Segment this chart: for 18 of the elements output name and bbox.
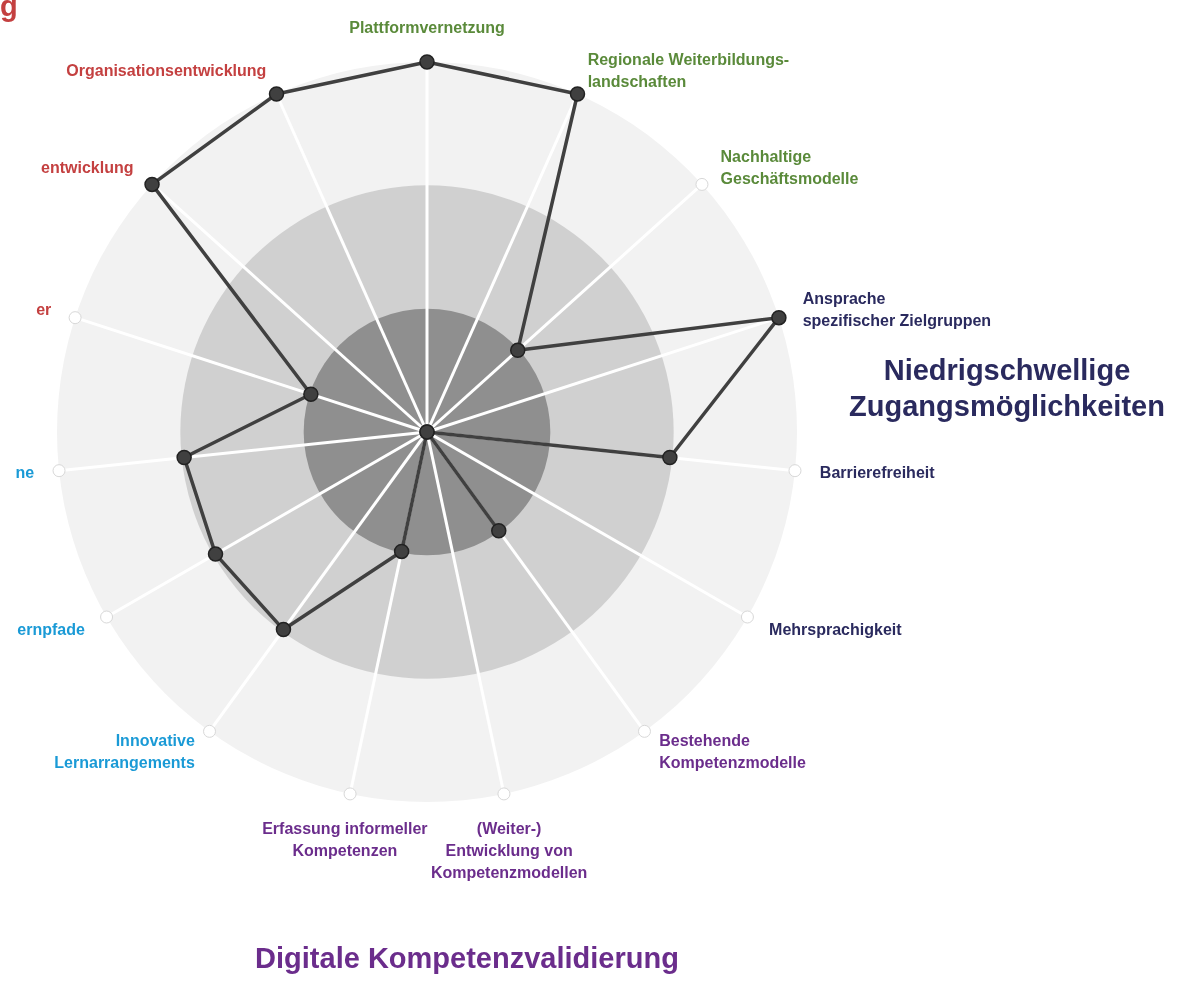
spoke-label: Innovative Lernarrangements [54, 731, 195, 771]
spoke-label: Organisationsentwicklung [66, 62, 267, 80]
spoke-label: Plattformvernetzung [349, 19, 505, 36]
spoke-label: er [36, 300, 52, 318]
spoke-label: (Weiter-) Entwicklung von Kompetenzmodellen [430, 820, 588, 882]
text: g [0, 0, 18, 22]
spoke-label: Barrierefreiheit [819, 464, 936, 482]
spoke-label: ne [15, 464, 35, 482]
spoke-label: Regionale Weiterbildungs- landschaften [587, 51, 790, 91]
spoke-label: entwicklung [41, 158, 134, 176]
spoke-label: ernpfade [17, 620, 86, 638]
text: Niedrigschwellige Zugangsmöglichkeiten [849, 354, 1165, 422]
spoke-label: Nachhaltige Geschäftsmodelle [720, 147, 859, 187]
spoke-label: Mehrsprachigkeit [769, 620, 903, 638]
text: Digitale Kompetenzvalidierung [255, 942, 679, 974]
spoke-label: Bestehende Kompetenzmodelle [659, 731, 806, 771]
spoke-label: Erfassung informeller Kompetenzen [262, 820, 428, 860]
spoke-label: Ansprache spezifischer Zielgruppen [802, 289, 992, 329]
